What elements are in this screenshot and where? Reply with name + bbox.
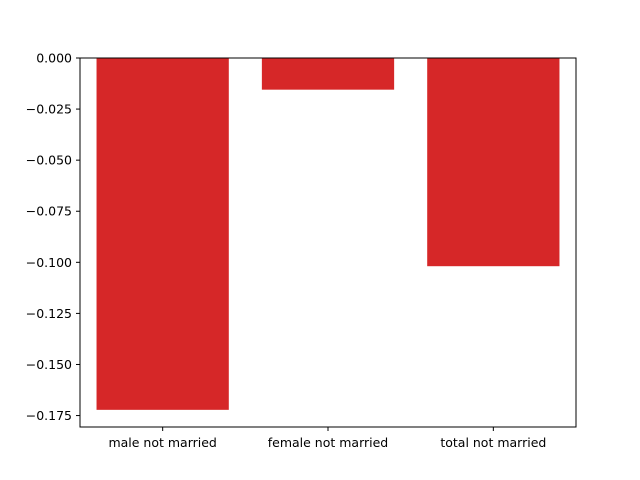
x-tick-label-0: male not married [108,435,216,450]
x-tick-label-2: total not married [440,435,546,450]
y-axis: 0.000 −0.025 −0.050 −0.075 −0.100 −0.125 −0.15… [26,51,80,423]
y-tick-label-6: −0.150 [26,357,72,372]
y-tick-label-5: −0.125 [26,306,72,321]
plot-frame [79,57,577,428]
y-tick-label-3: −0.075 [26,204,72,219]
bar-0 [96,58,229,410]
y-tick-label-4: −0.100 [26,255,72,270]
bars-group [96,58,560,410]
bar-1 [261,58,395,90]
y-tick-label-1: −0.025 [26,102,72,117]
x-axis: male not married female not married total … [108,427,546,450]
bar-2 [427,58,560,267]
y-tick-label-0: 0.000 [36,51,72,66]
y-tick-label-7: −0.175 [26,408,72,423]
x-tick-label-1: female not married [268,435,389,450]
y-tick-label-2: −0.050 [26,153,72,168]
